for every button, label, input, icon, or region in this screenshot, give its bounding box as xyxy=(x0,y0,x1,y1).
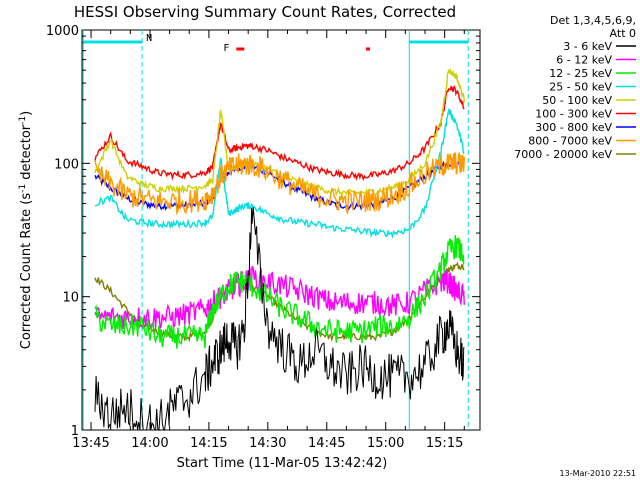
legend-entry-label: 800 - 7000 keV xyxy=(528,135,612,148)
series-layer xyxy=(94,68,465,431)
x-tick-label: 14:30 xyxy=(249,436,286,451)
x-tick-label: 13:45 xyxy=(72,436,109,451)
y-axis-label-main: Corrected Count Rate (s xyxy=(19,193,34,350)
x-tick-labels: 13:45 14:00 14:15 14:30 14:45 15:00 15:15 xyxy=(72,436,463,451)
y-tick-labels: 1 10 100 1000 xyxy=(46,24,79,439)
legend-entry-label: 300 - 800 keV xyxy=(535,121,612,134)
y-tick-label: 1 xyxy=(71,424,79,439)
series-line-800-7000keV xyxy=(94,151,465,216)
plot-frame xyxy=(81,29,481,431)
x-tick-label: 15:15 xyxy=(426,436,463,451)
legend-header-detectors: Det 1,3,4,5,6,9, xyxy=(550,14,636,27)
y-axis-label-end: ) xyxy=(19,111,34,116)
series-line-50-100keV xyxy=(94,68,465,198)
legend-entry-label: 25 - 50 keV xyxy=(549,81,612,94)
x-tick-label: 14:45 xyxy=(308,436,345,451)
y-tick-label: 10 xyxy=(62,291,79,306)
series-line-12-25keV xyxy=(94,235,465,349)
legend-entry-label: 6 - 12 keV xyxy=(556,54,612,67)
chart-title: HESSI Observing Summary Count Rates, Cor… xyxy=(74,3,456,21)
y-axis-label-sup1: -1 xyxy=(18,184,28,193)
y-axis-label-sup2: -1 xyxy=(18,116,28,125)
axis-ticks xyxy=(82,30,480,431)
series-line-25-50keV xyxy=(94,108,465,239)
series-line-3-6keV xyxy=(94,207,465,431)
y-tick-label: 1000 xyxy=(46,24,79,39)
x-axis-label: Start Time (11-Mar-05 13:42:42) xyxy=(177,456,388,471)
legend-entry-label: 3 - 6 keV xyxy=(563,40,612,53)
y-tick-label: 100 xyxy=(54,157,79,172)
y-axis-label-mid: detector xyxy=(19,124,34,184)
legend-header-attenuator: Att 0 xyxy=(610,27,636,40)
footer-date: 13-Mar-2010 22:51 xyxy=(560,469,637,478)
night-flag-label: N xyxy=(146,33,152,44)
series-line-100-300keV xyxy=(94,84,465,182)
legend-entry-label: 50 - 100 keV xyxy=(542,94,612,107)
flag-bars: NF xyxy=(83,33,469,54)
legend-entry-label: 12 - 25 keV xyxy=(549,67,612,80)
series-line-6-12keV xyxy=(94,265,465,330)
x-tick-label: 15:00 xyxy=(367,436,404,451)
x-tick-label: 14:15 xyxy=(190,436,227,451)
x-tick-label: 14:00 xyxy=(131,436,168,451)
y-axis-label: Corrected Count Rate (s-1 detector-1) xyxy=(18,111,34,349)
legend-entry-label: 100 - 300 keV xyxy=(535,108,612,121)
legend-entry-label: 7000 - 20000 keV xyxy=(514,148,612,161)
flare-flag-label: F xyxy=(223,43,229,54)
